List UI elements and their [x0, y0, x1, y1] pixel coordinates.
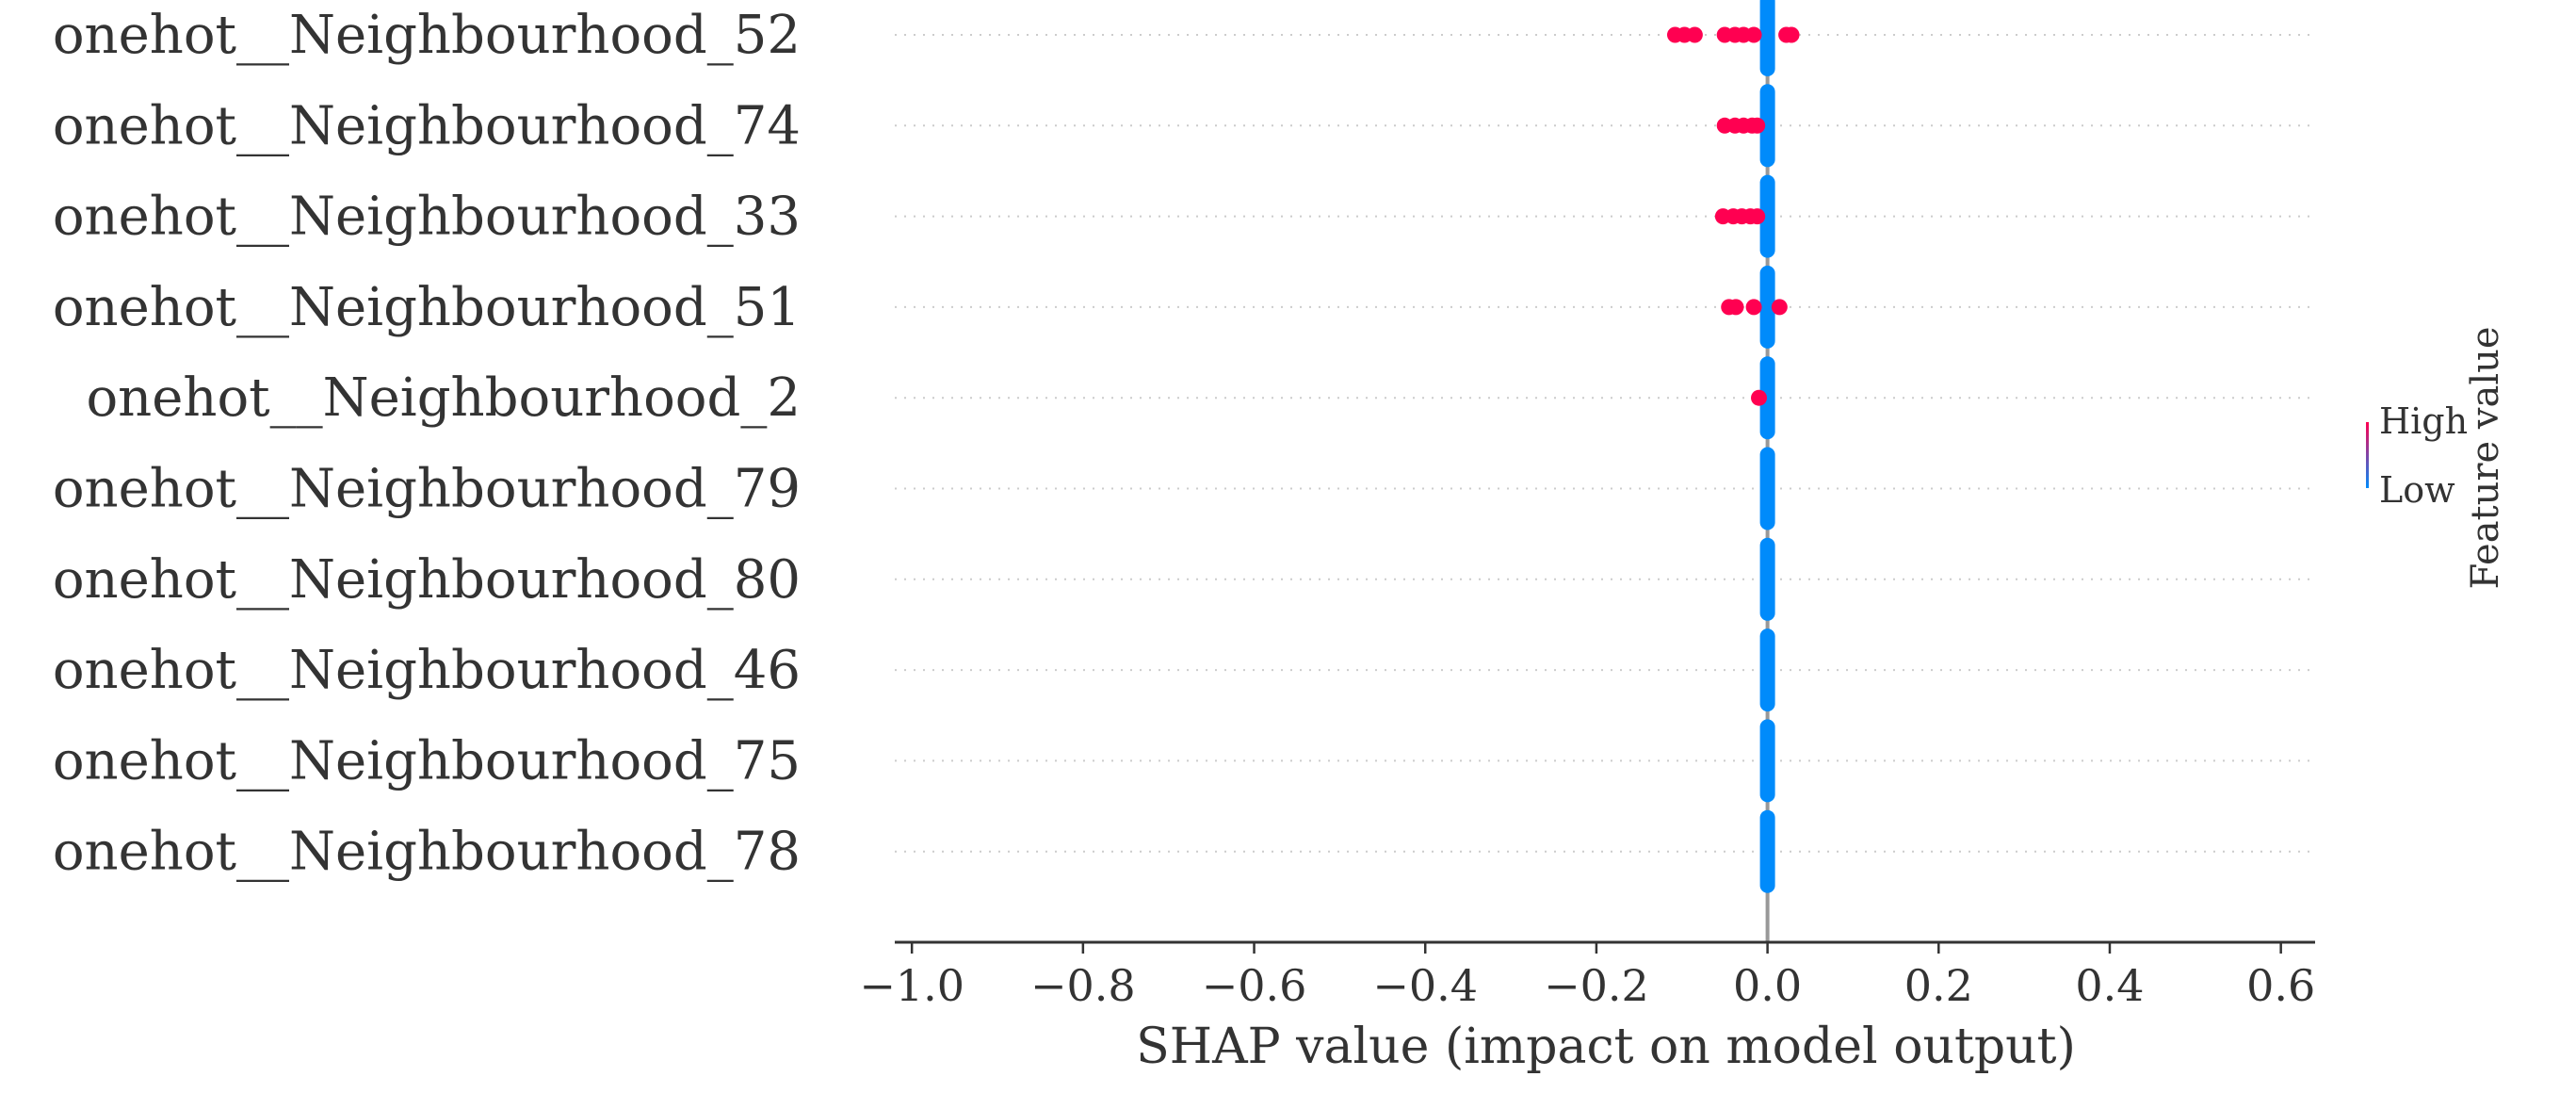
low-value-point: [1759, 537, 1775, 621]
low-value-point: [1759, 447, 1775, 530]
colorbar: High Low Feature value: [2366, 326, 2507, 590]
low-value-point: [1759, 174, 1775, 258]
feature-label: onehot__Neighbourhood_33: [53, 187, 801, 248]
x-axis: −1.0 −0.8 −0.6 −0.4 −0.2 0.0 0.2 0.4 0.6: [859, 940, 2315, 1011]
low-value-point: [1759, 0, 1775, 76]
x-tick-label: 0.0: [1733, 960, 1802, 1011]
low-value-points: [1759, 0, 1775, 893]
low-value-point: [1759, 356, 1775, 440]
low-value-point: [1759, 719, 1775, 803]
x-tick-label: −0.2: [1544, 960, 1649, 1011]
x-tick-label: 0.2: [1904, 960, 1973, 1011]
high-value-points: [1666, 26, 1800, 406]
high-value-point: [1771, 299, 1788, 316]
high-value-point: [1751, 389, 1768, 406]
x-tick-label: −0.6: [1202, 960, 1307, 1011]
feature-labels: onehot__Neighbourhood_52 onehot__Neighbou…: [53, 5, 801, 883]
low-value-point: [1759, 265, 1775, 349]
feature-label: onehot__Neighbourhood_80: [53, 549, 801, 611]
feature-label: onehot__Neighbourhood_52: [53, 5, 801, 66]
low-value-point: [1759, 84, 1775, 168]
high-value-point: [1749, 208, 1766, 225]
high-value-point: [1745, 26, 1762, 43]
high-value-point: [1745, 299, 1762, 316]
feature-label: onehot__Neighbourhood_46: [53, 640, 801, 701]
colorbar-gradient: [2366, 422, 2369, 488]
x-tick-label: 0.6: [2246, 960, 2315, 1011]
colorbar-low-label: Low: [2379, 469, 2455, 511]
grid-lines: [895, 34, 2315, 853]
x-tick-label: −1.0: [859, 960, 964, 1011]
high-value-point: [1783, 26, 1800, 43]
x-tick-label: 0.4: [2075, 960, 2144, 1011]
high-value-point: [1749, 117, 1766, 134]
feature-label: onehot__Neighbourhood_2: [86, 367, 801, 429]
colorbar-title: Feature value: [2464, 326, 2507, 589]
feature-label: onehot__Neighbourhood_75: [53, 730, 801, 791]
x-axis-label: SHAP value (impact on model output): [1136, 1019, 2076, 1075]
feature-label: onehot__Neighbourhood_51: [53, 277, 801, 338]
high-value-point: [1686, 26, 1703, 43]
feature-label: onehot__Neighbourhood_78: [53, 822, 801, 883]
feature-label: onehot__Neighbourhood_74: [53, 95, 801, 156]
x-tick-label: −0.4: [1372, 960, 1478, 1011]
colorbar-high-label: High: [2379, 400, 2468, 442]
feature-label: onehot__Neighbourhood_79: [53, 459, 801, 520]
high-value-point: [1727, 299, 1744, 316]
x-tick-label: −0.8: [1030, 960, 1136, 1011]
low-value-point: [1759, 628, 1775, 712]
low-value-point: [1759, 809, 1775, 893]
